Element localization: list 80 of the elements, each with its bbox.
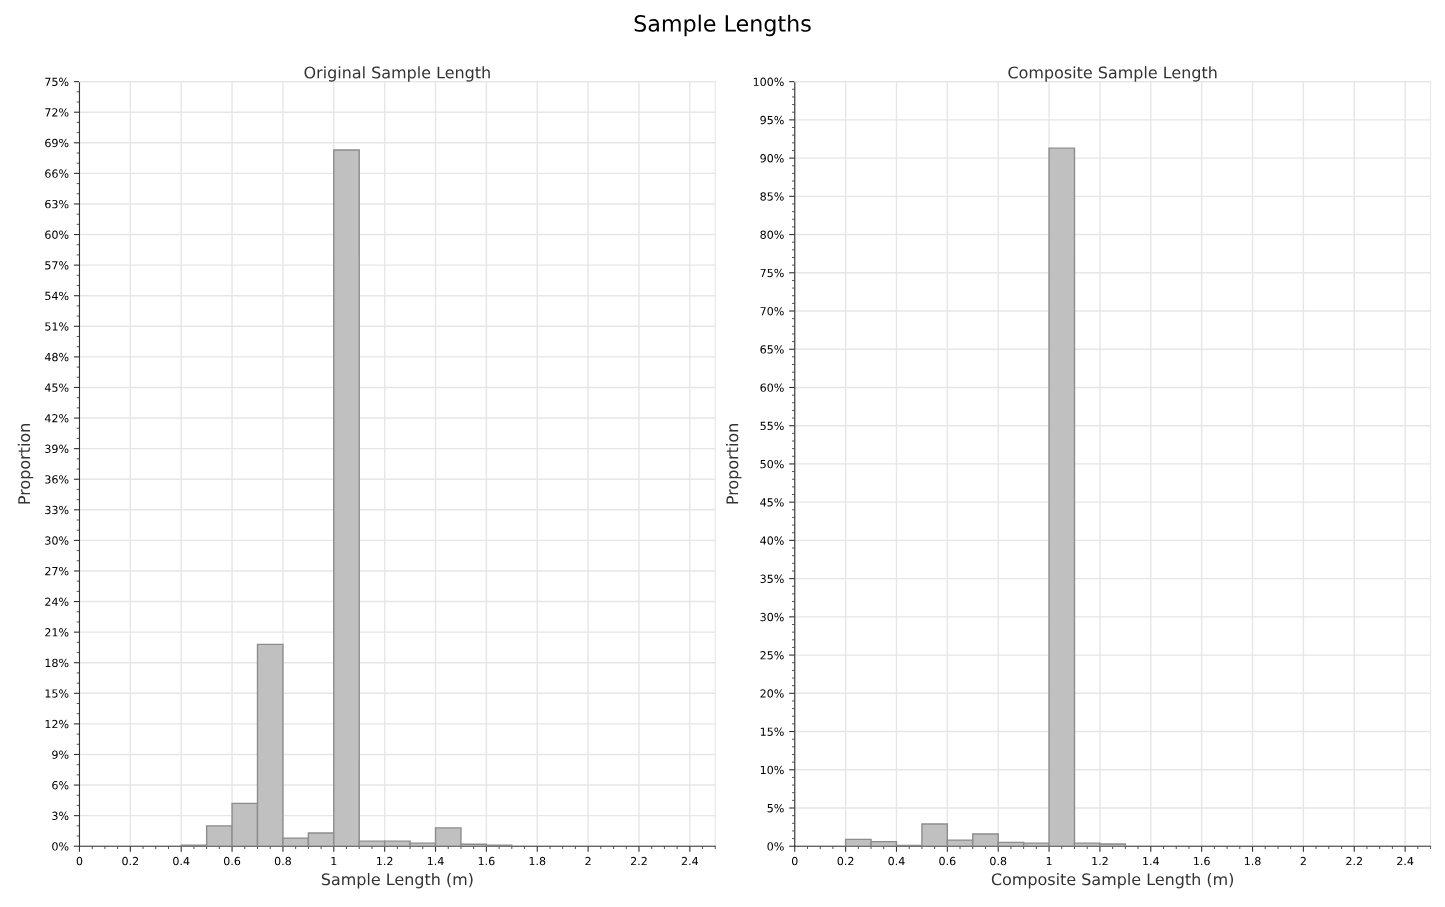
- y-tick-label: 0%: [767, 842, 784, 851]
- y-tick-label: 69%: [45, 138, 69, 148]
- x-tick-label: 0.8: [990, 856, 1007, 866]
- x-tick-label: 1.2: [1092, 856, 1108, 866]
- x-tick-label: 1.6: [1194, 856, 1210, 866]
- y-tick-label: 48%: [44, 352, 69, 362]
- y-tick-label: 45%: [44, 383, 69, 392]
- x-tick-label: 2: [585, 856, 591, 866]
- y-tick-label: 80%: [760, 230, 784, 239]
- x-tick-label: 1.8: [1244, 856, 1261, 866]
- x-tick-label: 0: [76, 856, 83, 866]
- x-tick-label: 0.2: [122, 856, 139, 866]
- y-axis-title: Proportion: [726, 424, 742, 504]
- y-tick-label: 5%: [767, 803, 784, 813]
- x-tick-label: 2.4: [1397, 856, 1414, 866]
- x-tick-label: 2.2: [1346, 856, 1362, 866]
- y-tick-label: 63%: [45, 199, 69, 209]
- y-tick-label: 57%: [45, 261, 69, 270]
- y-tick-label: 51%: [45, 322, 69, 331]
- y-tick-label: 65%: [760, 345, 784, 354]
- x-tick-label: 1.8: [529, 856, 546, 866]
- y-axis-title: Proportion: [17, 424, 34, 504]
- x-tick-label: 1.4: [427, 856, 444, 866]
- y-tick-label: 20%: [760, 689, 784, 698]
- y-tick-label: 50%: [760, 459, 784, 469]
- y-tick-label: 95%: [760, 115, 784, 125]
- y-tick-label: 15%: [760, 727, 784, 736]
- y-tick-label: 66%: [45, 169, 69, 178]
- x-tick-label: 2: [1300, 856, 1306, 866]
- y-tick-label: 21%: [45, 628, 69, 637]
- x-tick-label: 0: [791, 856, 798, 866]
- y-tick-label: 42%: [44, 414, 69, 423]
- y-tick-label: 15%: [45, 689, 69, 698]
- x-tick-label: 1.2: [377, 856, 393, 866]
- text: Sample Lengths: [634, 14, 811, 37]
- x-axis-title: Composite Sample Length (m): [991, 872, 1234, 889]
- y-tick-label: 72%: [45, 108, 69, 117]
- x-tick-label: 0.4: [173, 856, 190, 866]
- y-tick-label: 10%: [760, 765, 784, 775]
- y-tick-label: 0%: [52, 842, 69, 851]
- y-tick-label: 30%: [760, 612, 784, 622]
- y-tick-label: 3%: [52, 811, 69, 821]
- y-tick-label: 24%: [45, 597, 69, 606]
- y-tick-label: 36%: [45, 475, 69, 484]
- y-tick-label: 75%: [760, 268, 784, 278]
- y-tick-label: 33%: [45, 505, 69, 515]
- y-tick-label: 39%: [45, 444, 69, 454]
- y-tick-label: 60%: [45, 230, 69, 239]
- y-tick-label: 12%: [45, 719, 69, 729]
- x-tick-label: 0.2: [837, 856, 854, 866]
- y-tick-label: 55%: [760, 421, 784, 431]
- y-tick-label: 100%: [753, 77, 784, 87]
- y-tick-label: 85%: [760, 192, 784, 201]
- y-tick-label: 90%: [760, 154, 784, 163]
- x-tick-label: 1.4: [1143, 856, 1160, 866]
- x-axis-title: Sample Length (m): [321, 872, 473, 889]
- y-tick-label: 35%: [760, 574, 784, 583]
- y-tick-label: 30%: [45, 536, 69, 545]
- y-tick-label: 25%: [760, 651, 784, 660]
- x-tick-label: 2.2: [630, 856, 647, 866]
- x-tick-label: 0.4: [888, 856, 905, 866]
- x-tick-label: 0.6: [223, 856, 241, 866]
- y-tick-label: 40%: [760, 536, 784, 545]
- x-tick-label: 1.6: [478, 856, 495, 866]
- chart-title: Composite Sample Length: [1008, 66, 1217, 82]
- x-tick-label: 0.6: [939, 856, 956, 866]
- y-tick-label: 27%: [45, 566, 69, 576]
- y-tick-label: 75%: [45, 77, 69, 87]
- y-tick-label: 45%: [760, 498, 784, 507]
- y-tick-label: 60%: [760, 383, 784, 392]
- y-tick-label: 9%: [52, 750, 69, 759]
- chart-title: Original Sample Length: [304, 66, 490, 82]
- y-tick-label: 6%: [52, 781, 69, 790]
- x-tick-label: 0.8: [274, 856, 292, 866]
- x-tick-label: 2.4: [681, 856, 699, 866]
- y-tick-label: 54%: [45, 291, 69, 301]
- x-tick-label: 1: [1046, 856, 1052, 866]
- x-tick-label: 1: [331, 856, 337, 866]
- y-tick-label: 18%: [45, 658, 69, 668]
- y-tick-label: 70%: [760, 306, 784, 316]
